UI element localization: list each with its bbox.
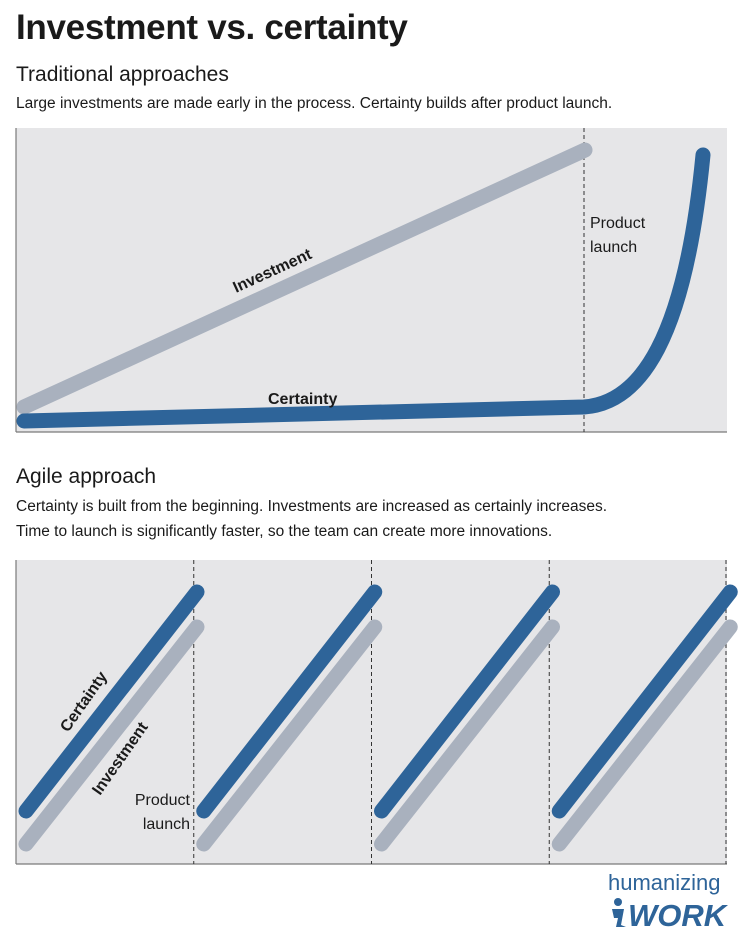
agile-description-line2: Time to launch is significantly faster, … [16, 523, 553, 540]
investment-line [16, 142, 593, 415]
agile-investment-line [374, 619, 560, 852]
page-title: Investment vs. certainty [16, 8, 408, 47]
agile-investment-line [18, 619, 205, 852]
traditional-panel [16, 128, 727, 432]
agile-investment-line [551, 619, 738, 852]
agile-certainty-line [18, 584, 205, 819]
logo-text-top: humanizing [608, 870, 721, 895]
agile-investment-line [196, 619, 383, 852]
logo-person-icon [612, 898, 626, 927]
agile-certainty-line [196, 584, 383, 819]
traditional-heading: Traditional approaches [16, 63, 229, 86]
certainty-curve [16, 147, 711, 429]
agile-launch-label-line2: launch [143, 816, 190, 833]
agile-heading: Agile approach [16, 465, 157, 488]
agile-diagram: Certainty Investment Product launch [15, 560, 738, 865]
logo-text-bottom: WORK [628, 898, 729, 933]
product-launch-label-line2: launch [590, 239, 637, 256]
traditional-description: Large investments are made early in the … [16, 95, 613, 112]
agile-certainty-line [551, 584, 738, 819]
traditional-diagram: Investment Certainty Product launch [15, 128, 727, 433]
product-launch-label-line1: Product [590, 215, 646, 232]
humanizing-work-logo: humanizing WORK [608, 870, 729, 933]
agile-launch-label-line1: Product [135, 792, 191, 809]
certainty-label: Certainty [268, 391, 337, 408]
agile-description-line1: Certainty is built from the beginning. I… [16, 498, 608, 515]
agile-certainty-line [374, 584, 560, 819]
